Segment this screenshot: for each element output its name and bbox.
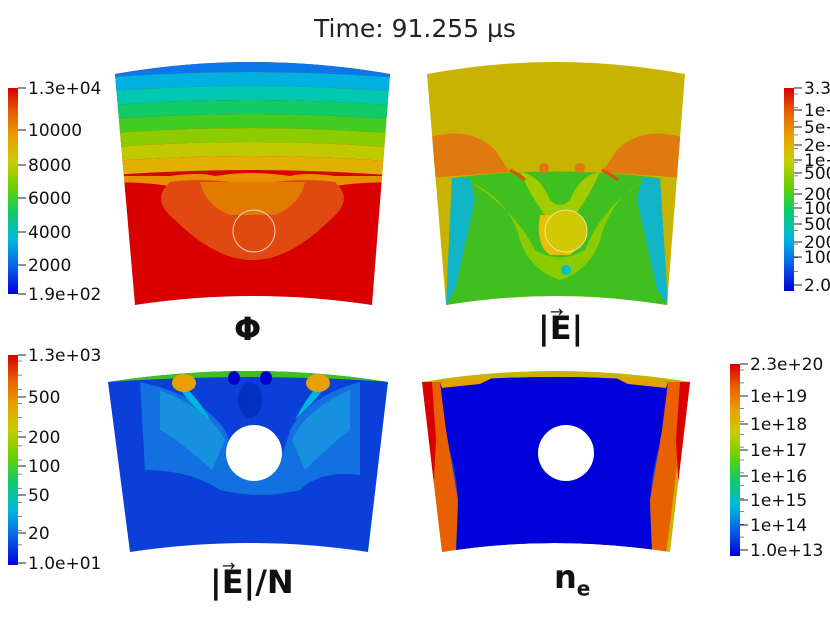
- label-e-vector-arrow: →: [550, 302, 564, 321]
- colorbar-tick-label: 2.0e+03: [804, 276, 830, 296]
- label-reduced-vector-arrow: →: [222, 556, 236, 575]
- colorbar-tick-label: 2e+6: [804, 136, 830, 156]
- colorbar-1: [784, 88, 794, 291]
- page-title: Time: 91.255 µs: [314, 14, 516, 43]
- colorbar-tick-label: 20000: [804, 233, 830, 253]
- colorbar-tick-label: 50: [28, 486, 50, 506]
- colorbar-tick-label: 500000: [804, 164, 830, 184]
- label-e-text: |E|: [538, 309, 584, 347]
- colorbar-tick-label: 1.3e+04: [28, 79, 101, 99]
- colorbar-tick-label: 100: [28, 457, 60, 477]
- colorbar-tick-label: 1.0e+13: [750, 541, 823, 561]
- colorbar-tick-label: 6000: [28, 189, 71, 209]
- colorbar-0: [8, 88, 18, 294]
- colorbar-tick-label: 200000: [804, 185, 830, 205]
- colorbar-tick-label: 10000: [28, 121, 82, 141]
- colorbar-tick-label: 1e+16: [750, 467, 807, 487]
- colorbar-tick-label: 100000: [804, 199, 830, 219]
- label-ne-main: n: [554, 558, 577, 596]
- colorbar-tick-label: 4000: [28, 223, 71, 243]
- colorbar-tick-label: 50000: [804, 215, 830, 235]
- colorbar-tick-label: 1e+15: [750, 491, 807, 511]
- colorbar-tick-label: 1e+6: [804, 151, 830, 171]
- colorbar-tick-label: 1e+7: [804, 101, 830, 121]
- panel-label-phi: Φ: [234, 310, 262, 348]
- colorbar-tick-label: 1e+14: [750, 516, 807, 536]
- label-ne-sub: e: [576, 576, 591, 601]
- electron-density-plot: [422, 371, 690, 552]
- colorbar-tick-label: 2000: [28, 256, 71, 276]
- panel-label-reduced-field: |E|/N: [210, 566, 294, 598]
- colorbar-tick-label: 1.3e+03: [28, 346, 101, 366]
- colorbar-tick-label: 500: [28, 388, 60, 408]
- colorbar-tick-label: 1.9e+02: [28, 285, 101, 305]
- colorbar-tick-label: 10000: [804, 248, 830, 268]
- colorbar-tick-label: 1e+17: [750, 441, 807, 461]
- colorbar-2: [8, 355, 18, 565]
- colorbar-tick-label: 200: [28, 428, 60, 448]
- colorbar-tick-label: 1.0e+01: [28, 554, 101, 574]
- panel-label-e-magnitude: |E|: [538, 312, 583, 344]
- colorbar-tick-label: 1e+19: [750, 387, 807, 407]
- colorbar-3: [730, 364, 740, 556]
- e-field-plot: [427, 62, 685, 305]
- colorbar-tick-label: 2.3e+20: [750, 355, 823, 375]
- colorbar-tick-label: 20: [28, 524, 50, 544]
- phi-field-plot: [115, 62, 390, 305]
- label-reduced-field-text: |E|/N: [210, 563, 294, 601]
- colorbar-tick-label: 8000: [28, 156, 71, 176]
- reduced-field-plot: [108, 371, 388, 552]
- colorbar-tick-label: 3.3e+07: [804, 79, 830, 99]
- colorbar-tick-label: 1e+18: [750, 415, 807, 435]
- colorbar-tick-label: 5e+6: [804, 118, 830, 138]
- panel-label-electron-density: ne: [554, 558, 590, 600]
